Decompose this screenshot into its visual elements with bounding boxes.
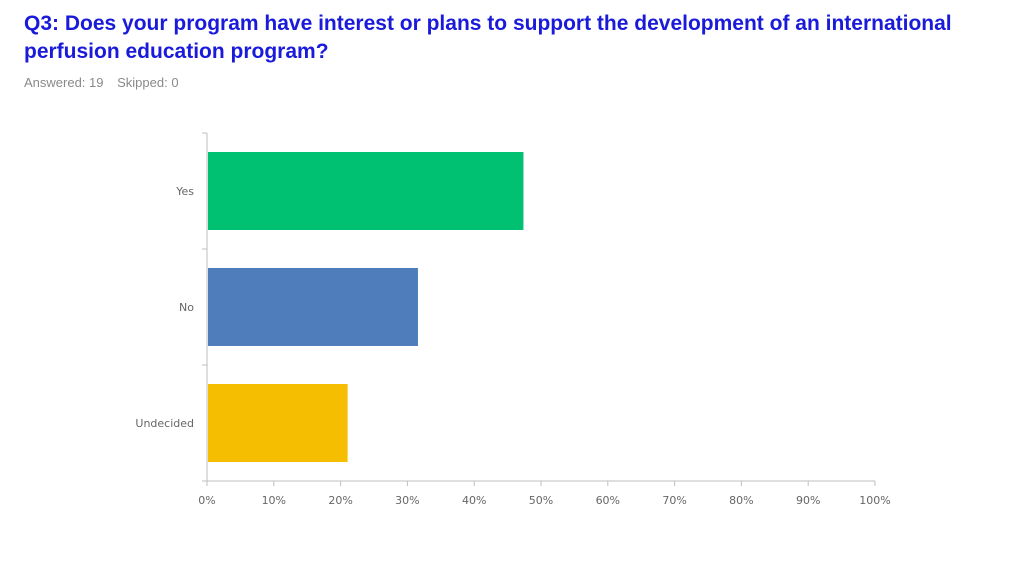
- x-tick-label: 30%: [395, 494, 419, 507]
- x-tick-label: 10%: [262, 494, 286, 507]
- answered-count: Answered: 19: [24, 75, 104, 90]
- x-tick-label: 100%: [859, 494, 890, 507]
- x-tick-label: 20%: [328, 494, 352, 507]
- x-tick-label: 0%: [198, 494, 215, 507]
- x-tick-label: 40%: [462, 494, 486, 507]
- category-label: No: [179, 301, 194, 314]
- x-tick-label: 90%: [796, 494, 820, 507]
- bar-yes: [208, 152, 524, 230]
- bar-no: [208, 268, 418, 346]
- skipped-count: Skipped: 0: [117, 75, 179, 90]
- x-tick-label: 70%: [662, 494, 686, 507]
- question-title: Q3: Does your program have interest or p…: [24, 12, 952, 63]
- x-tick-label: 60%: [596, 494, 620, 507]
- category-label: Undecided: [135, 417, 194, 430]
- x-tick-label: 50%: [529, 494, 553, 507]
- category-label: Yes: [175, 185, 194, 198]
- x-tick-label: 80%: [729, 494, 753, 507]
- bar-undecided: [208, 384, 348, 462]
- response-summary: Answered: 19 Skipped: 0: [24, 75, 179, 90]
